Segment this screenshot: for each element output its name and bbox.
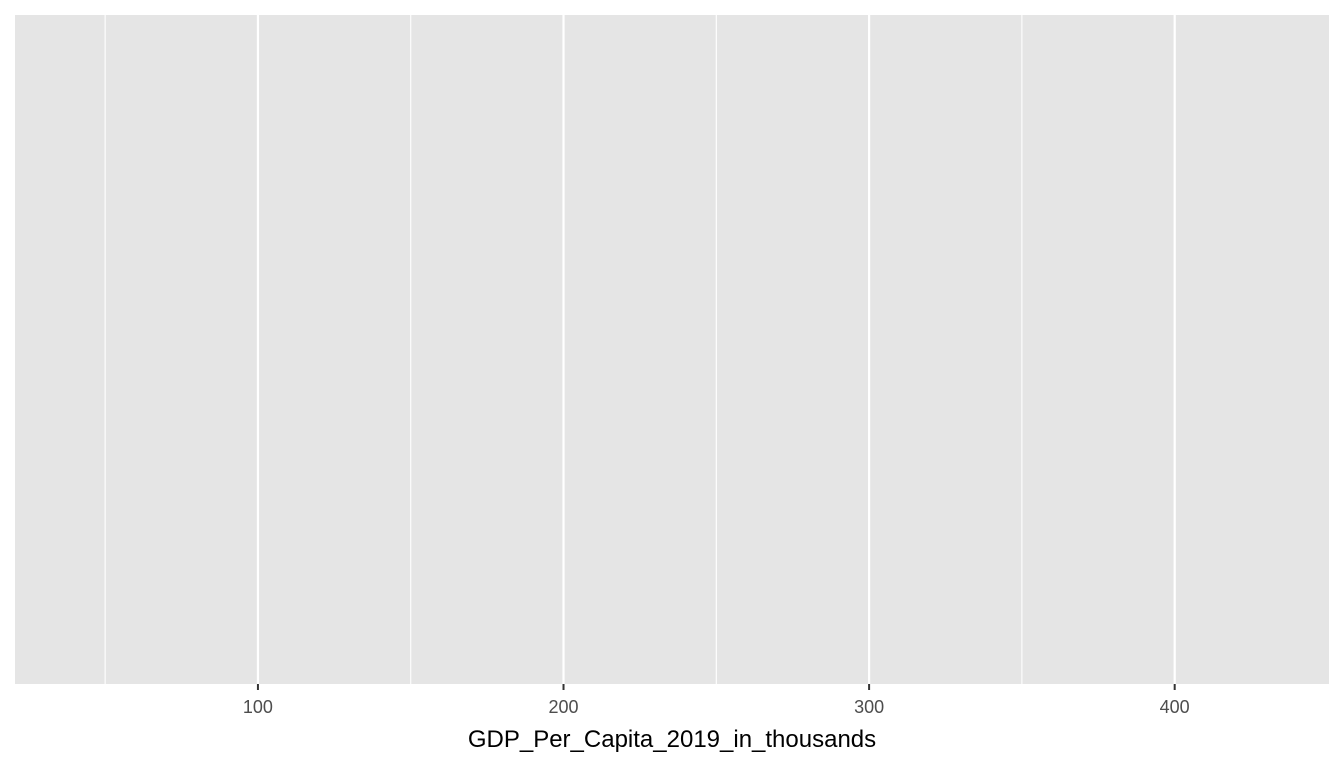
x-axis-tick-labels: 100 200 300 400 xyxy=(243,697,1190,717)
x-tick-label: 100 xyxy=(243,697,273,717)
minor-grid xyxy=(104,15,1023,684)
x-tick-label: 400 xyxy=(1160,697,1190,717)
plot-panel xyxy=(15,15,1329,684)
x-axis-ticks xyxy=(256,684,1176,690)
x-tick-label: 300 xyxy=(854,697,884,717)
x-tick-label: 200 xyxy=(548,697,578,717)
x-axis-title: GDP_Per_Capita_2019_in_thousands xyxy=(468,726,876,753)
major-grid xyxy=(256,15,1176,684)
